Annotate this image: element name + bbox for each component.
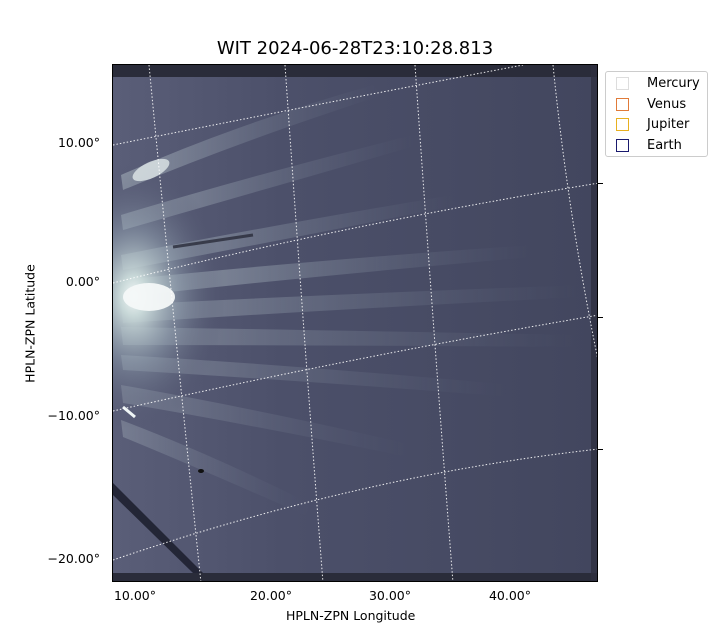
heliospheric-image — [112, 64, 598, 582]
plot-title: WIT 2024-06-28T23:10:28.813 — [216, 38, 494, 59]
legend-label: Earth — [647, 137, 682, 153]
legend-item-venus: Venus — [616, 96, 686, 112]
y-tick-label: 0.00° — [65, 274, 100, 289]
y-tick-label: −10.00° — [47, 408, 100, 423]
legend-swatch-venus — [616, 97, 629, 111]
image-canvas — [113, 65, 597, 581]
legend-item-earth: Earth — [616, 137, 682, 153]
y-tick-label: −20.00° — [47, 551, 100, 566]
x-axis-title: HPLN-ZPN Longitude — [286, 608, 416, 623]
edge-tick — [598, 183, 603, 184]
legend-item-jupiter: Jupiter — [616, 116, 689, 132]
legend-label: Jupiter — [647, 116, 690, 132]
x-tick-label: 30.00° — [368, 588, 412, 603]
x-tick-label: 20.00° — [249, 588, 293, 603]
y-tick-label: 10.00° — [57, 135, 100, 150]
x-tick-label: 40.00° — [488, 588, 532, 603]
edge-tick — [598, 317, 603, 318]
legend-swatch-mercury — [616, 76, 629, 90]
legend-label: Mercury — [647, 75, 700, 91]
legend-swatch-earth — [616, 138, 629, 152]
legend: Mercury Venus Jupiter Earth — [605, 71, 708, 157]
legend-label: Venus — [647, 96, 687, 112]
y-axis-title: HPLN-ZPN Latitude — [22, 264, 38, 383]
edge-tick — [598, 449, 603, 450]
legend-swatch-jupiter — [616, 117, 629, 131]
x-tick-label: 10.00° — [113, 588, 157, 603]
legend-item-mercury: Mercury — [616, 75, 700, 91]
